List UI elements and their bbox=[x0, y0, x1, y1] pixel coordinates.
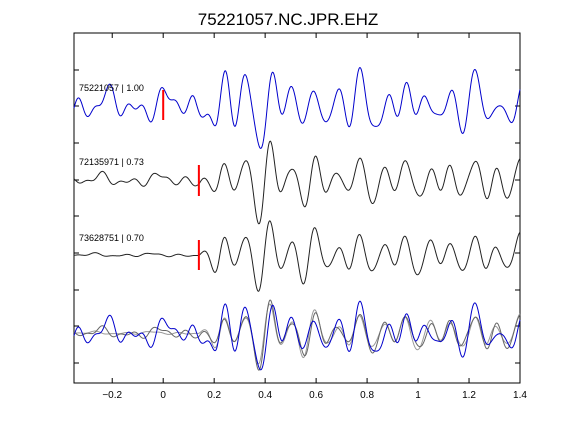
trace-line bbox=[73, 140, 521, 225]
x-tick-label: 0.4 bbox=[258, 390, 272, 401]
trace-line bbox=[73, 220, 521, 292]
trace-label: 75221057 | 1.00 bbox=[79, 83, 144, 93]
y-ticks bbox=[74, 32, 520, 364]
x-tick-label: 0.6 bbox=[309, 390, 323, 401]
trace-labels: 75221057 | 1.00 72135971 | 0.73 73628751 |… bbox=[79, 83, 144, 243]
x-tick-label: 1.2 bbox=[462, 390, 476, 401]
chart-title: 75221057.NC.JPR.EHZ bbox=[198, 10, 378, 29]
x-tick-label: 1 bbox=[415, 390, 421, 401]
trace-label: 72135971 | 0.73 bbox=[79, 157, 144, 167]
pick-markers bbox=[162, 90, 200, 270]
x-ticks: −0.2 0 0.2 0.4 0.6 0.8 1 1.2 1.4 bbox=[102, 33, 527, 401]
traces bbox=[73, 66, 521, 292]
x-tick-label: 0.8 bbox=[360, 390, 374, 401]
x-tick-label: −0.2 bbox=[102, 390, 122, 401]
x-tick-label: 1.4 bbox=[513, 390, 527, 401]
x-tick-label: 0.2 bbox=[207, 390, 221, 401]
x-tick-label: 0 bbox=[160, 390, 166, 401]
trace-line bbox=[73, 66, 521, 149]
axes-frame bbox=[73, 32, 521, 384]
overlay-traces bbox=[73, 299, 521, 371]
overlay-trace-line bbox=[73, 300, 521, 371]
overlay-trace-line bbox=[73, 299, 521, 371]
trace-label: 73628751 | 0.70 bbox=[79, 233, 144, 243]
